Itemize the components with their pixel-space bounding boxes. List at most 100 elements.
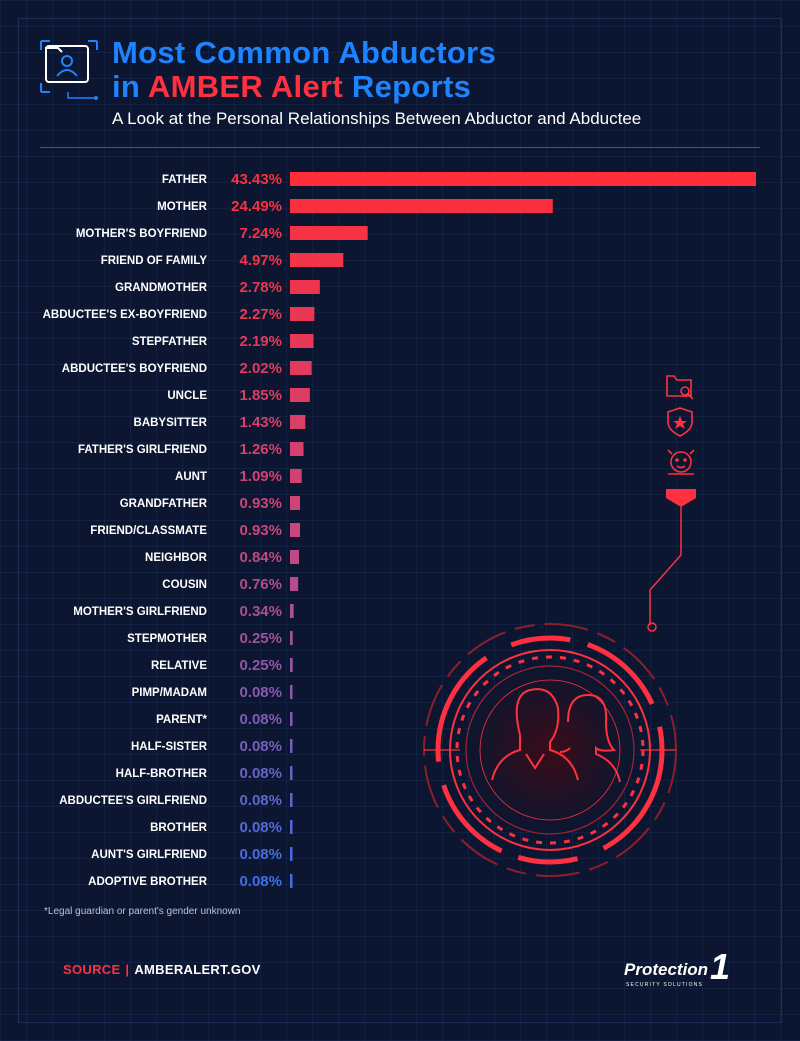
- value-label: 2.27%: [239, 306, 282, 323]
- value-label: 2.19%: [239, 333, 282, 350]
- shield-star-icon: [667, 407, 693, 437]
- category-label: ABDUCTEE'S GIRLFRIEND: [59, 795, 207, 807]
- value-label: 1.26%: [239, 441, 282, 458]
- frame-border: [18, 18, 782, 1023]
- bar: [290, 523, 300, 537]
- bar: [290, 739, 293, 753]
- value-label: 0.25%: [239, 630, 282, 647]
- category-label: AUNT'S GIRLFRIEND: [91, 849, 207, 861]
- bar: [290, 550, 300, 564]
- category-label: BROTHER: [150, 822, 208, 834]
- category-label: COUSIN: [162, 579, 207, 591]
- missing-child-folder-icon: [40, 40, 98, 100]
- folder-search-icon: [666, 375, 694, 400]
- value-label: 0.08%: [239, 846, 282, 863]
- header-divider: [40, 147, 760, 148]
- bar: [290, 766, 293, 780]
- value-label: 7.24%: [239, 225, 282, 242]
- source-line: SOURCE | AMBERALERT.GOV: [63, 962, 261, 977]
- source-value: AMBERALERT.GOV: [134, 962, 261, 977]
- value-label: 4.97%: [239, 252, 282, 269]
- category-label: STEPMOTHER: [127, 633, 208, 645]
- value-label: 0.08%: [239, 873, 282, 890]
- bar: [290, 361, 312, 375]
- value-label: 0.34%: [239, 603, 282, 620]
- value-label: 0.25%: [239, 657, 282, 674]
- value-label: 0.76%: [239, 576, 282, 593]
- category-label: PARENT*: [156, 714, 207, 726]
- category-label: FRIEND OF FAMILY: [101, 255, 208, 267]
- connector-line: [649, 507, 682, 625]
- category-label: FRIEND/CLASSMATE: [90, 525, 207, 537]
- logo-text: Protection: [624, 960, 709, 979]
- category-label: MOTHER'S GIRLFRIEND: [73, 606, 207, 618]
- title-suffix: Reports: [342, 69, 472, 104]
- category-label: FATHER: [162, 174, 208, 186]
- value-label: 0.08%: [239, 819, 282, 836]
- value-label: 2.02%: [239, 360, 282, 377]
- category-label: HALF-SISTER: [131, 741, 208, 753]
- value-label: 24.49%: [231, 198, 282, 215]
- category-label: BABYSITTER: [134, 417, 208, 429]
- category-label: AUNT: [175, 471, 207, 483]
- bar: [290, 496, 300, 510]
- bar: [290, 658, 293, 672]
- category-label: MOTHER: [157, 201, 208, 213]
- bar: [290, 442, 304, 456]
- bar: [290, 712, 293, 726]
- category-label: NEIGHBOR: [145, 552, 208, 564]
- value-label: 0.08%: [239, 711, 282, 728]
- value-label: 43.43%: [231, 171, 282, 188]
- bar: [290, 820, 293, 834]
- category-label: STEPFATHER: [132, 336, 208, 348]
- bar: [290, 226, 368, 240]
- value-label: 1.09%: [239, 468, 282, 485]
- category-label: UNCLE: [167, 390, 207, 402]
- bar: [290, 874, 293, 888]
- category-label: RELATIVE: [151, 660, 207, 672]
- page-subtitle: A Look at the Personal Relationships Bet…: [112, 109, 642, 128]
- bar: [290, 388, 310, 402]
- bar: [290, 307, 315, 321]
- bar: [290, 415, 306, 429]
- value-label: 0.93%: [239, 522, 282, 539]
- logo-number: 1: [710, 946, 731, 987]
- category-label: MOTHER'S BOYFRIEND: [76, 228, 207, 240]
- bar: [290, 604, 294, 618]
- bar: [290, 334, 314, 348]
- value-label: 0.08%: [239, 765, 282, 782]
- bar: [290, 199, 553, 213]
- category-label: ADOPTIVE BROTHER: [88, 876, 208, 888]
- bar: [290, 172, 756, 186]
- protection1-logo: Protection 1 SECURITY SOLUTIONS: [624, 946, 754, 994]
- page-title-line1: Most Common Abductors: [112, 35, 497, 70]
- category-label: GRANDMOTHER: [115, 282, 208, 294]
- baby-icon: [667, 449, 695, 475]
- title-highlight: AMBER Alert: [147, 69, 343, 104]
- category-label: HALF-BROTHER: [116, 768, 208, 780]
- bar: [290, 631, 293, 645]
- page-title-line2: in AMBER Alert Reports: [112, 69, 471, 105]
- value-label: 0.08%: [239, 684, 282, 701]
- value-label: 2.78%: [239, 279, 282, 296]
- category-label: FATHER'S GIRLFRIEND: [78, 444, 207, 456]
- title-prefix: in: [112, 69, 148, 104]
- bar: [290, 577, 299, 591]
- source-label: SOURCE: [63, 962, 121, 977]
- connector-node: [647, 622, 657, 632]
- source-separator: |: [125, 962, 130, 977]
- bar: [290, 253, 344, 267]
- value-label: 1.43%: [239, 414, 282, 431]
- bar: [290, 685, 293, 699]
- category-label: GRANDFATHER: [120, 498, 208, 510]
- value-label: 1.85%: [239, 387, 282, 404]
- bar: [290, 793, 293, 807]
- value-label: 0.08%: [239, 738, 282, 755]
- bar: [290, 280, 320, 294]
- value-label: 0.84%: [239, 549, 282, 566]
- category-label: ABDUCTEE'S EX-BOYFRIEND: [43, 309, 207, 321]
- category-label: PIMP/MADAM: [132, 687, 207, 699]
- bar: [290, 847, 293, 861]
- bar: [290, 469, 302, 483]
